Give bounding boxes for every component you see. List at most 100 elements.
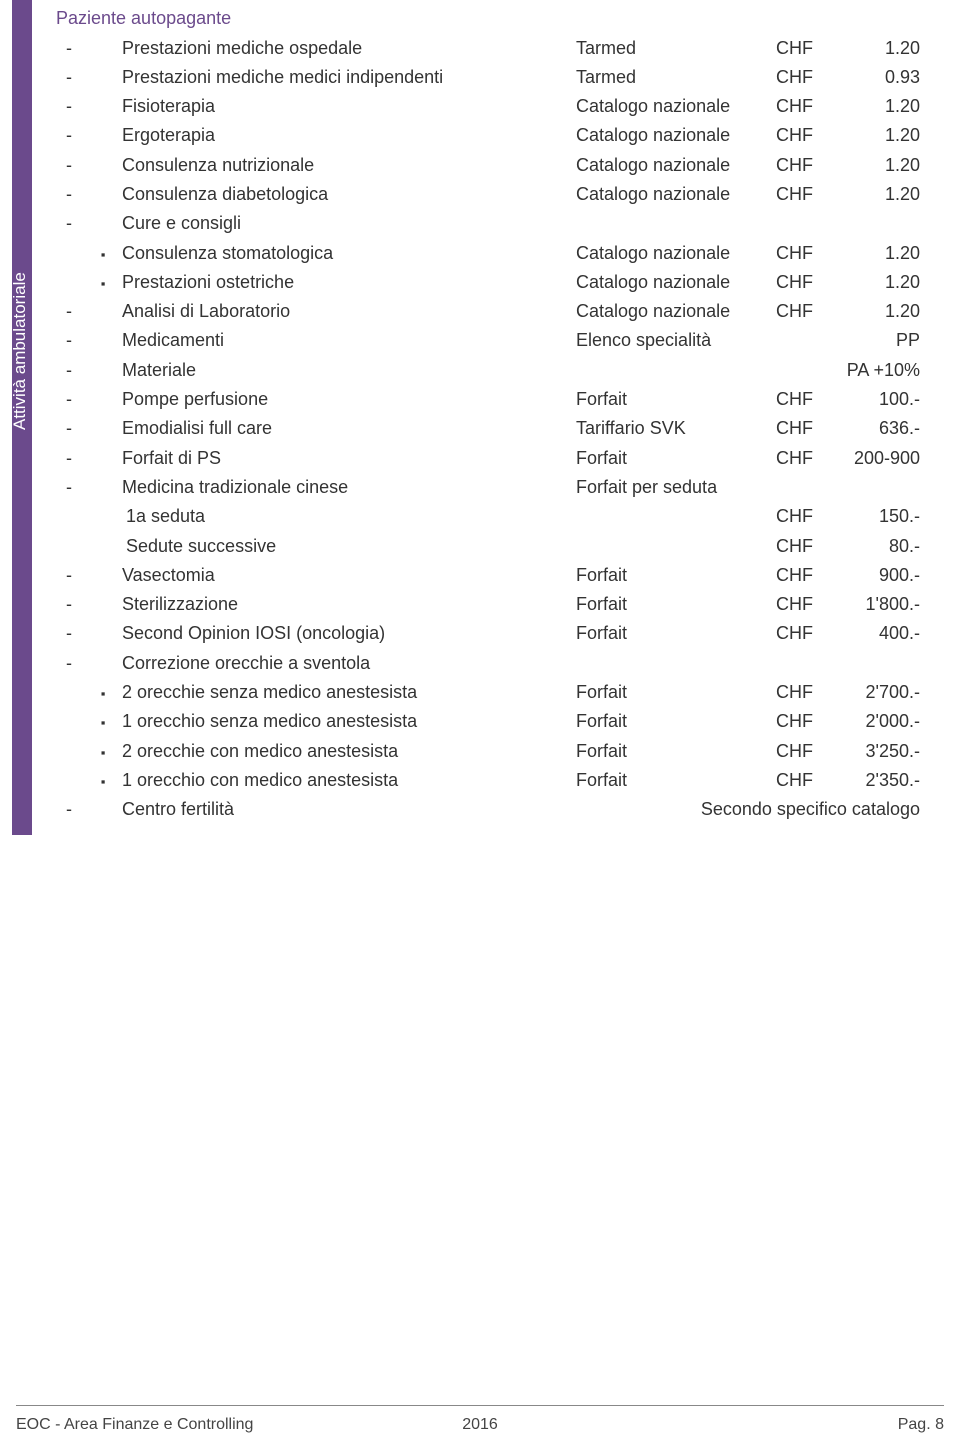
row-currency [774,326,826,355]
bullet-level2 [86,121,120,150]
table-row: VasectomiaForfaitCHF900.- [52,560,922,589]
table-row: Medicina tradizionale cineseForfait per … [52,472,922,501]
row-value: PP [826,326,922,355]
row-tariff: Forfait [574,736,774,765]
bullet-level1 [52,443,86,472]
bullet-level1 [52,736,86,765]
row-description: Consulenza stomatologica [120,238,574,267]
row-description: Forfait di PS [120,443,574,472]
row-tariff: Forfait [574,765,774,794]
row-tariff: Forfait [574,590,774,619]
bullet-level2 [86,472,120,501]
table-row: Consulenza stomatologicaCatalogo naziona… [52,238,922,267]
row-description: Ergoterapia [120,121,574,150]
row-value: 100.- [826,385,922,414]
bullet-level1 [52,150,86,179]
row-tariff: Catalogo nazionale [574,238,774,267]
bullet-level2 [86,414,120,443]
row-value: Secondo specifico catalogo [574,795,922,824]
table-row: MedicamentiElenco specialità PP [52,326,922,355]
row-description: Fisioterapia [120,92,574,121]
row-description: Sterilizzazione [120,590,574,619]
row-description: Vasectomia [120,560,574,589]
row-value [826,209,922,238]
bullet-level2 [86,648,120,677]
bullet-level2 [86,179,120,208]
row-currency: CHF [774,92,826,121]
bullet-level1 [52,560,86,589]
bullet-level1 [52,238,86,267]
row-value: 1.20 [826,297,922,326]
bullet-level2 [86,209,120,238]
row-description: 2 orecchie con medico anestesista [120,736,574,765]
bullet-level1 [52,179,86,208]
row-currency: CHF [774,238,826,267]
bullet-level1 [52,590,86,619]
bullet-level2 [86,765,120,794]
table-row: 1 orecchio con medico anestesistaForfait… [52,765,922,794]
bullet-level2 [86,502,120,531]
bullet-level2 [86,62,120,91]
row-value: 1.20 [826,33,922,62]
row-tariff [574,531,774,560]
bullet-level1 [52,62,86,91]
row-value: 200-900 [826,443,922,472]
row-value: 1.20 [826,150,922,179]
bullet-level1 [52,648,86,677]
bullet-level2 [86,355,120,384]
row-currency [774,648,826,677]
row-currency [774,209,826,238]
row-description: Cure e consigli [120,209,574,238]
bullet-level2 [86,267,120,296]
row-description: Consulenza nutrizionale [120,150,574,179]
bullet-level1 [52,472,86,501]
bullet-level1 [52,267,86,296]
row-currency: CHF [774,121,826,150]
row-value: 900.- [826,560,922,589]
bullet-level2 [86,150,120,179]
row-currency: CHF [774,502,826,531]
row-currency: CHF [774,560,826,589]
bullet-level2 [86,590,120,619]
bullet-level2 [86,619,120,648]
row-tariff: Elenco specialità [574,326,774,355]
row-value: 3'250.- [826,736,922,765]
bullet-level1 [52,531,86,560]
row-tariff: Tarmed [574,33,774,62]
row-tariff: Forfait [574,678,774,707]
bullet-level2 [86,560,120,589]
table-row: Analisi di LaboratorioCatalogo nazionale… [52,297,922,326]
row-tariff: Catalogo nazionale [574,121,774,150]
bullet-level2 [86,707,120,736]
section-heading: Paziente autopagante [52,8,922,29]
row-tariff: Tariffario SVK [574,414,774,443]
row-currency: CHF [774,150,826,179]
row-currency: CHF [774,267,826,296]
table-row: 2 orecchie con medico anestesistaForfait… [52,736,922,765]
row-description: 2 orecchie senza medico anestesista [120,678,574,707]
row-currency: CHF [774,414,826,443]
bullet-level1 [52,619,86,648]
row-tariff: Catalogo nazionale [574,179,774,208]
row-description: 1a seduta [120,502,574,531]
row-currency: CHF [774,619,826,648]
bullet-level2 [86,385,120,414]
row-currency: CHF [774,590,826,619]
row-currency [774,472,826,501]
row-description: Medicamenti [120,326,574,355]
row-currency: CHF [774,62,826,91]
row-value: 1'800.- [826,590,922,619]
table-row: 2 orecchie senza medico anestesistaForfa… [52,678,922,707]
table-row: Cure e consigli [52,209,922,238]
footer-left: EOC - Area Finanze e Controlling [16,1416,253,1434]
bullet-level1 [52,121,86,150]
row-currency: CHF [774,531,826,560]
footer-center: 2016 [462,1416,498,1434]
table-row: Forfait di PSForfaitCHF200-900 [52,443,922,472]
row-description: Centro fertilità [120,795,574,824]
table-row: Consulenza diabetologicaCatalogo naziona… [52,179,922,208]
row-tariff: Forfait [574,443,774,472]
footer-right: Pag. 8 [898,1416,944,1434]
bullet-level1 [52,707,86,736]
table-row: Centro fertilitàSecondo specifico catalo… [52,795,922,824]
